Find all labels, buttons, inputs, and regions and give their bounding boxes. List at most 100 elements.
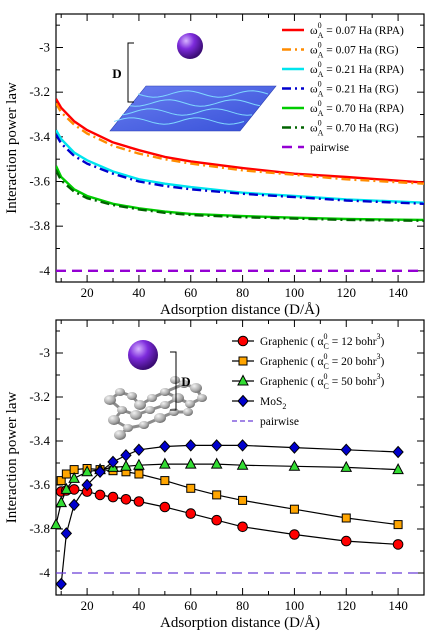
- series-line-3: [56, 133, 424, 205]
- molecule-atom: [134, 400, 146, 410]
- molecule-atom: [123, 424, 133, 432]
- data-point-3: [211, 439, 223, 452]
- molecule-atom: [179, 380, 189, 388]
- surface-wave: [129, 99, 261, 107]
- data-point-3: [185, 439, 197, 452]
- molecule-atom: [154, 413, 166, 423]
- legend-marker-3: [237, 394, 249, 408]
- legend-label-0: Graphenic ( α0 C = 12 bohr3): [260, 332, 385, 351]
- molecule-atom: [115, 388, 125, 396]
- y-tick-label: -4: [39, 565, 50, 580]
- legend-label-part: A: [318, 90, 324, 99]
- molecule-atom: [160, 401, 170, 409]
- data-point-2: [159, 457, 171, 469]
- inset-illustration-bottom: D: [104, 340, 207, 440]
- data-point-2: [288, 459, 301, 471]
- x-tick-label: 40: [132, 285, 145, 300]
- legend-label-part: 0: [318, 119, 322, 128]
- x-tick-label: 80: [236, 598, 249, 613]
- distance-bracket: [170, 351, 177, 411]
- data-point-2: [60, 482, 73, 494]
- data-point-1: [289, 504, 299, 514]
- data-point-0: [133, 496, 145, 507]
- y-tick-label: -3.4: [29, 433, 50, 448]
- data-point-0: [94, 489, 106, 501]
- legend-label-part: ): [381, 336, 385, 348]
- molecule-atom: [172, 393, 184, 403]
- data-point-2: [50, 518, 62, 530]
- legend-label-part: 0: [318, 21, 322, 30]
- legend-label-part: A: [318, 129, 324, 138]
- y-tick-label: -3.4: [29, 129, 50, 144]
- x-tick-label: 20: [81, 285, 94, 300]
- plot-frame: [55, 319, 425, 596]
- legend-label-part: 0: [324, 352, 328, 361]
- y-tick-label: -3.8: [29, 218, 50, 233]
- data-point-1: [212, 490, 222, 500]
- data-point-3: [55, 577, 67, 591]
- data-point-3: [120, 449, 132, 462]
- legend-marker-2: [237, 374, 249, 386]
- y-axis-label: Interaction power law: [4, 82, 20, 214]
- x-tick-label: 20: [81, 598, 94, 613]
- legend-label-0: ω0 A = 0.07 Ha (RPA): [310, 21, 404, 40]
- legend: ω0 A = 0.07 Ha (RPA)ω0 A = 0.07 Ha (RG)ω0 A…: [282, 21, 404, 154]
- molecule-atom: [183, 408, 193, 416]
- legend-label-part: Graphenic ( α: [260, 356, 324, 368]
- data-point-3: [107, 455, 119, 469]
- data-point-1: [56, 476, 66, 486]
- legend-label-part: 0: [318, 80, 322, 89]
- legend-label-part: Graphenic ( α: [260, 336, 324, 348]
- data-point-0: [211, 514, 222, 526]
- series-line-1: [56, 102, 424, 185]
- legend-label-part: 3: [377, 352, 381, 361]
- data-point-1: [393, 520, 403, 530]
- legend-label-part: = 0.21 Ha (RPA): [323, 64, 404, 76]
- surface-wave: [121, 108, 253, 116]
- legend-label-part: = 0.21 Ha (RG): [323, 84, 398, 96]
- legend-label-part: 3: [377, 372, 381, 381]
- data-point-3: [236, 439, 249, 452]
- molecule-atom: [147, 394, 157, 402]
- data-point-0: [392, 539, 404, 550]
- legend-label-part: ω: [310, 103, 318, 115]
- x-tick-label: 100: [285, 598, 305, 613]
- molecule-atom: [108, 415, 120, 425]
- series-line-2: [56, 129, 424, 204]
- y-tick-label: -3.2: [29, 84, 50, 99]
- legend-label-part: C: [324, 342, 329, 351]
- surface-wave: [137, 90, 269, 98]
- top-panel: 20 40 60 80 100 120 140 -3 -3.2 -3.4 -3.6 -3.8 -4 Ads…: [4, 13, 425, 318]
- legend-label-part: C: [324, 362, 329, 371]
- molecule-atom: [197, 394, 207, 402]
- x-axis-label: Adsorption distance (D/Å): [160, 302, 320, 318]
- molecule-atom: [185, 400, 195, 408]
- molecule-atom: [139, 421, 149, 429]
- legend: Graphenic ( α0 C = 12 bohr3)Graphenic ( α…: [232, 332, 385, 428]
- molecule-atom: [104, 395, 116, 405]
- legend-label-part: pairwise: [260, 416, 299, 428]
- data-point-0: [159, 501, 171, 513]
- y-tick-label: -3: [39, 40, 50, 55]
- data-point-3: [81, 478, 93, 492]
- data-point-3: [68, 498, 80, 512]
- legend-label-3: ω0 A = 0.21 Ha (RG): [310, 80, 399, 99]
- atom-sphere: [177, 33, 203, 59]
- data-point-3: [60, 527, 73, 540]
- plot-frame: [55, 13, 425, 283]
- legend-label-part: ): [381, 356, 385, 368]
- x-tick-label: 100: [285, 285, 305, 300]
- legend-label-part: MoS: [260, 396, 282, 408]
- data-point-1: [61, 469, 71, 479]
- data-point-2: [184, 457, 197, 469]
- data-point-3: [392, 445, 404, 459]
- molecule-atom: [170, 376, 180, 384]
- data-point-1: [341, 513, 351, 523]
- legend-label-2: Graphenic ( α0 C = 50 bohr3): [260, 372, 385, 391]
- x-tick-label: 40: [132, 598, 145, 613]
- molecule-atom: [160, 388, 170, 396]
- legend-label-part: = 50 bohr: [329, 376, 377, 388]
- legend-label-part: 0: [318, 60, 322, 69]
- data-point-3: [159, 440, 171, 453]
